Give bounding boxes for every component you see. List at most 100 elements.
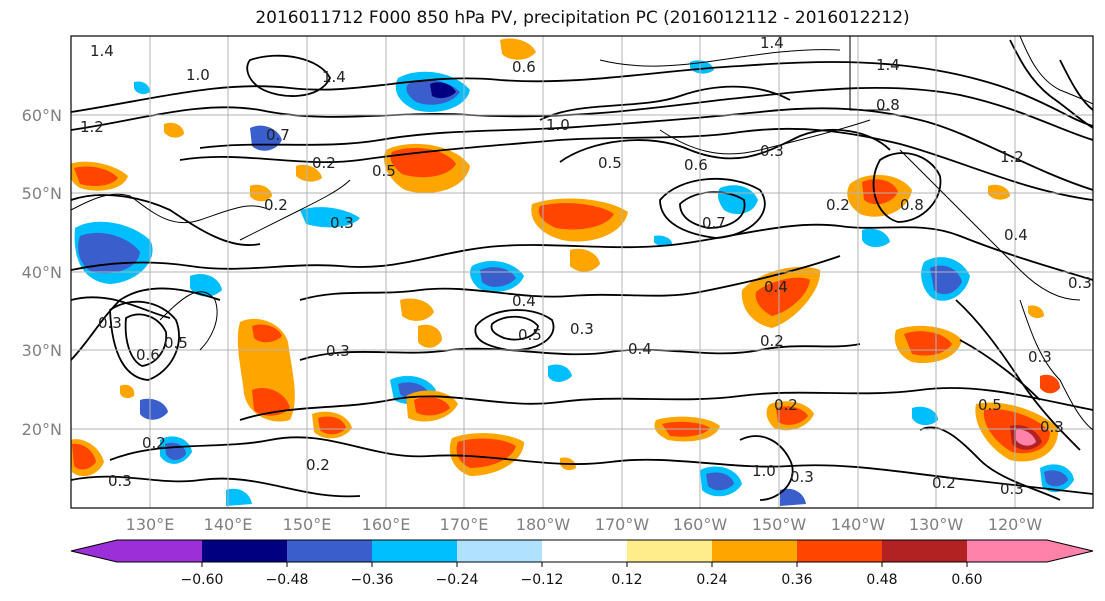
shade-region — [904, 331, 952, 356]
shade-region — [548, 364, 572, 382]
colorbar-tick-label: −0.12 — [521, 572, 564, 588]
shade-region — [690, 60, 714, 74]
colorbar-segment — [1047, 540, 1093, 562]
contour-label: 0.4 — [764, 278, 788, 296]
shade-region — [1040, 374, 1060, 394]
lat-label: 50°N — [22, 184, 62, 203]
coastline — [71, 193, 271, 224]
contour-label: 0.3 — [760, 142, 784, 160]
contour-label: 0.2 — [312, 154, 336, 172]
shade-region — [134, 81, 150, 95]
contour-label: 0.2 — [142, 434, 166, 452]
shade-region — [390, 148, 456, 178]
contour-line — [490, 315, 539, 341]
map-title: 2016011712 F000 850 hPa PV, precipitatio… — [255, 8, 910, 28]
contour-line — [109, 436, 1093, 495]
shade-region — [74, 166, 118, 186]
contour-label: 0.2 — [264, 196, 288, 214]
shade-region — [706, 472, 734, 491]
colorbar-segment — [967, 540, 1047, 562]
shade-region — [300, 207, 360, 228]
shade-region — [862, 179, 898, 205]
lon-label: 140°E — [204, 515, 253, 534]
contour-line — [299, 255, 841, 301]
contour-label: 0.5 — [598, 154, 622, 172]
contour-line — [109, 300, 180, 381]
contour-label: 0.7 — [266, 126, 290, 144]
contour-label: 0.2 — [826, 196, 850, 214]
shade-region — [1028, 305, 1044, 319]
contour-line — [71, 475, 361, 498]
contour-line — [1009, 39, 1093, 129]
coastline — [599, 49, 841, 67]
contour-line — [71, 296, 171, 319]
contour-label: 0.2 — [306, 456, 330, 474]
contour-label: 0.7 — [702, 214, 726, 232]
contour-label: 0.3 — [326, 342, 350, 360]
contour-label: 1.0 — [546, 116, 570, 134]
contour-label: 0.3 — [570, 320, 594, 338]
coastline — [899, 149, 1081, 301]
lon-label: 150°E — [283, 515, 332, 534]
contour-label: 1.0 — [186, 66, 210, 84]
shade-region — [780, 488, 806, 506]
contour-label: 0.3 — [1000, 480, 1024, 498]
map-border — [70, 35, 1094, 509]
contour-line — [71, 287, 221, 361]
shade-region — [500, 38, 536, 60]
contour-line — [739, 435, 794, 501]
shade-region — [414, 397, 450, 416]
contour-label: 1.4 — [90, 42, 114, 60]
colorbar-tick-label: −0.24 — [436, 572, 479, 588]
shade-region — [252, 324, 282, 343]
colorbar-tick-label: 0.24 — [696, 572, 727, 588]
lat-label: 40°N — [22, 263, 62, 282]
contour-line — [959, 339, 1041, 401]
colorbar-segment — [542, 540, 627, 562]
colorbar-tick-label: 0.36 — [781, 572, 812, 588]
contour-label: 0.5 — [372, 162, 396, 180]
colorbar-segment — [372, 540, 457, 562]
contour-line — [1059, 59, 1093, 111]
lon-label: 140°W — [831, 515, 886, 534]
contour-label: 1.2 — [1000, 148, 1024, 166]
lon-label: 170°E — [440, 515, 489, 534]
shade-region — [318, 416, 346, 435]
contour-line — [659, 178, 766, 239]
latitude-labels: 60°N 50°N 40°N 30°N 20°N — [22, 106, 62, 439]
colorbar-segment — [712, 540, 797, 562]
contour-label: 0.5 — [978, 396, 1002, 414]
contour-line — [179, 127, 1093, 201]
contour-line — [559, 128, 891, 163]
shade-region — [120, 384, 135, 399]
longitude-labels: 130°E 140°E 150°E 160°E 170°E 180°W 170°… — [126, 515, 1043, 534]
contour-line — [872, 152, 942, 223]
contour-label: 1.2 — [80, 118, 104, 136]
colorbar-segment — [882, 540, 967, 562]
shade-region — [912, 406, 938, 426]
coastline — [1019, 299, 1093, 431]
shade-region — [776, 406, 808, 425]
coastline — [239, 179, 351, 241]
shade-region — [140, 398, 168, 420]
contour-line — [474, 309, 555, 351]
shade-region — [252, 388, 290, 416]
contour-label: 0.3 — [108, 472, 132, 490]
coastlines — [71, 36, 1093, 431]
shade-region — [755, 277, 810, 316]
colorbar: −0.60 −0.48 −0.36 −0.24 −0.12 0.12 0.24 … — [70, 539, 1094, 588]
contour-line — [955, 299, 1081, 451]
lon-label: 180°W — [516, 515, 571, 534]
shade-region — [862, 228, 890, 248]
colorbar-tick-label: 0.12 — [611, 572, 642, 588]
contour-label: 1.0 — [752, 462, 776, 480]
contour-label: 0.4 — [628, 340, 652, 358]
contour-label: 0.3 — [1068, 274, 1092, 292]
shade-region — [430, 82, 456, 99]
shade-region — [296, 164, 322, 182]
shade-region — [538, 203, 614, 230]
contour-label: 0.5 — [164, 334, 188, 352]
contour-label: 0.6 — [684, 156, 708, 174]
lon-label: 160°W — [673, 515, 728, 534]
lat-label: 60°N — [22, 106, 62, 125]
